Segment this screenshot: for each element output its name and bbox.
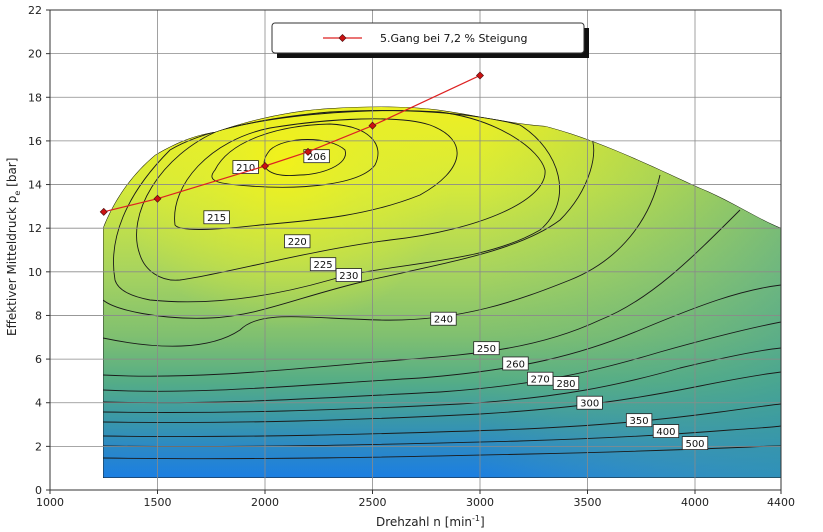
x-tick-label: 3000 [466, 496, 494, 509]
contour-line-240 [103, 174, 661, 347]
contour-label-text: 225 [314, 260, 333, 271]
contour-label-text: 400 [656, 427, 675, 438]
contour-label-text: 230 [339, 271, 358, 282]
contour-label-230: 230 [335, 268, 363, 282]
contour-label-box [652, 424, 680, 438]
contour-label-box [430, 311, 457, 326]
contour-label-text: 240 [434, 315, 453, 326]
contour-line-206 [263, 139, 346, 176]
contour-label-box [625, 413, 653, 428]
contour-label-box [552, 376, 580, 390]
contour-line-300 [103, 371, 781, 423]
contour-label-270: 270 [527, 371, 554, 386]
series-point [261, 162, 269, 170]
x-tick-label: 4400 [767, 496, 795, 509]
contour-label-250: 250 [473, 341, 500, 356]
x-tick-label: 4000 [681, 496, 709, 509]
y-tick-label: 0 [35, 484, 42, 497]
contour-label-400: 400 [652, 424, 680, 438]
y-axis-ticks: 0 2 4 6 8 10 12 14 16 18 20 22 [28, 4, 50, 497]
contour-label-box [576, 395, 603, 410]
contour-label-280: 280 [552, 376, 580, 390]
contour-label-225: 225 [309, 257, 337, 272]
contour-label-box [335, 268, 363, 282]
y-tick-label: 10 [28, 266, 42, 279]
legend-box [271, 22, 585, 54]
contour-label-text: 280 [556, 379, 575, 390]
y-tick-label: 4 [35, 397, 42, 410]
y-tick-label: 16 [28, 135, 42, 148]
contour-line-210 [211, 123, 379, 188]
contour-label-215: 215 [203, 210, 230, 225]
contour-label-box [681, 436, 709, 450]
contour-label-500: 500 [681, 436, 709, 450]
series-point [476, 71, 484, 80]
y-tick-label: 8 [35, 309, 42, 322]
y-tick-label: 14 [28, 179, 42, 192]
x-tick-label: 1000 [36, 496, 64, 509]
contour-label-text: 350 [630, 416, 649, 427]
y-tick-label: 22 [28, 4, 42, 17]
series-point [304, 147, 312, 156]
contour-label-text: 300 [580, 399, 599, 410]
x-axis-ticks: 1000 1500 2000 2500 3000 3500 4000 4400 [36, 490, 795, 509]
legend-marker [338, 34, 347, 42]
contour-label-240: 240 [430, 311, 457, 326]
contour-line-270 [103, 321, 781, 404]
y-tick-label: 20 [28, 48, 42, 61]
contour-label-text: 250 [477, 344, 496, 355]
contour-line-350 [103, 403, 781, 437]
contour-line-225 [113, 110, 561, 303]
series-5-gang [99, 71, 484, 216]
legend: 5.Gang bei 7,2 % Steigung [271, 22, 589, 58]
contour-label-text: 220 [288, 237, 307, 248]
contour-label-text: 260 [506, 359, 525, 370]
contour-label-220: 220 [284, 234, 311, 249]
y-axis-label: Effektiver Mitteldruck pe [bar] [5, 158, 22, 336]
y-tick-label: 18 [28, 91, 42, 104]
contour-label-text: 210 [236, 163, 255, 174]
y-tick-label: 6 [35, 353, 42, 366]
contour-line-215 [174, 118, 458, 230]
series-point [153, 194, 162, 203]
x-axis-label: Drehzahl n [min-1] [376, 514, 485, 529]
contour-label-text: 206 [307, 152, 326, 163]
x-tick-label: 2000 [251, 496, 279, 509]
grid [50, 10, 781, 490]
legend-label: 5.Gang bei 7,2 % Steigung [380, 32, 527, 45]
y-tick-label: 2 [35, 440, 42, 453]
contour-label-box [309, 257, 337, 272]
series-point [368, 121, 377, 130]
contour-label-350: 350 [625, 413, 653, 428]
contour-line-230 [103, 134, 595, 319]
x-tick-label: 1500 [144, 496, 172, 509]
contour-label-box [473, 341, 500, 356]
contour-label-box [284, 234, 311, 249]
contour-label-260: 260 [502, 356, 529, 371]
plot-frame [49, 9, 782, 491]
contour-line-500 [103, 445, 781, 460]
contour-label-300: 300 [576, 395, 603, 410]
x-tick-label: 3500 [574, 496, 602, 509]
series-line [103, 74, 481, 213]
y-tick-label: 12 [28, 222, 42, 235]
contour-label-text: 500 [685, 439, 704, 450]
contour-label-text: 270 [531, 375, 550, 386]
x-tick-label: 2500 [359, 496, 387, 509]
contour-line-280 [103, 347, 781, 413]
contour-label-box [502, 356, 529, 371]
contour-label-text: 215 [207, 213, 226, 224]
contour-label-box [203, 210, 230, 225]
series-point [99, 207, 108, 216]
